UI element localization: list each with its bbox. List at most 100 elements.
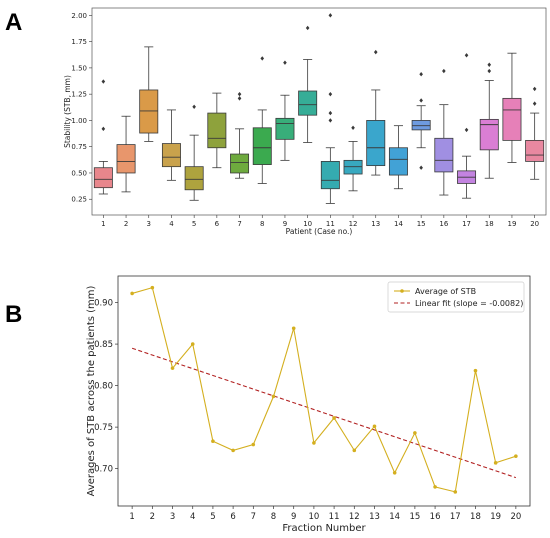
average-stb-point [453, 490, 458, 494]
x-tick-label: 15 [417, 220, 426, 228]
average-stb-point [231, 448, 235, 453]
x-tick-label: 14 [389, 512, 400, 522]
outlier-point [192, 104, 196, 109]
outlier-point [442, 68, 446, 74]
average-stb-line [131, 286, 517, 493]
average-stb-point [473, 368, 478, 373]
box-patient-7 [230, 153, 250, 174]
x-tick-label: 3 [147, 220, 151, 228]
x-tick-label: 2 [150, 512, 155, 522]
outlier-point [283, 60, 287, 65]
x-tick-label: 1 [101, 220, 105, 228]
box-patient-11 [320, 161, 340, 190]
x-tick-label: 14 [394, 220, 403, 228]
x-tick-label: 3 [170, 512, 175, 522]
box-patient-15 [411, 120, 431, 131]
y-tick-label: 1.75 [71, 38, 87, 46]
box-patient-1 [93, 167, 113, 189]
x-tick-label: 6 [230, 512, 235, 522]
box-patient-3 [139, 89, 159, 134]
x-tick-label: 7 [251, 512, 256, 522]
box-patient-18 [479, 118, 499, 151]
outlier-point [464, 53, 469, 58]
box-patient-2 [116, 144, 136, 174]
linear-fit-line [131, 347, 517, 479]
average-stb-point [413, 431, 417, 435]
box-patient-19 [502, 97, 522, 141]
outlier-point [328, 13, 333, 18]
line-chart-panel: 0.700.750.800.850.901 2 3 4 5 6 7 8 9 10 11 12 13 14 1… [86, 275, 531, 534]
y-tick-label: 1.50 [71, 64, 87, 72]
box-patient-13 [366, 120, 386, 167]
average-stb-point [352, 448, 357, 453]
legend-marker-average [400, 289, 404, 293]
y-tick-label: 1.00 [71, 117, 87, 125]
y-tick-label: 0.90 [94, 299, 113, 309]
outlier-point [419, 165, 423, 170]
box-patient-10 [298, 90, 318, 116]
average-stb-point [251, 442, 256, 447]
y-tick-label: 2.00 [71, 12, 87, 20]
x-tick-label: 20 [510, 512, 521, 522]
average-stb-point [493, 461, 498, 465]
outlier-point [328, 110, 333, 116]
x-tick-label: 15 [409, 512, 420, 522]
y-tick-label: 0.50 [71, 169, 87, 177]
x-tick-label: 1 [129, 512, 134, 522]
x-tick-label: 20 [530, 220, 539, 228]
plot-area-frame [91, 7, 547, 216]
y-tick-label: 0.70 [94, 465, 113, 475]
outlier-point [532, 86, 537, 92]
x-tick-label: 11 [329, 512, 340, 522]
x-tick-label: 16 [439, 220, 448, 228]
x-tick-label: 17 [462, 220, 471, 228]
panel-a-letter: A [5, 9, 22, 36]
average-stb-point [332, 416, 336, 420]
y-tick-label: 1.25 [71, 91, 87, 99]
legend-label-fit: Linear fit (slope = -0.0082) [415, 299, 523, 308]
box-patient-16 [434, 137, 454, 173]
average-stb-point [433, 485, 437, 489]
x-tick-label: 18 [470, 512, 481, 522]
y-tick-label: 0.80 [94, 382, 113, 392]
box-patient-6 [207, 112, 227, 149]
y-tick-label: 0.25 [71, 196, 87, 204]
average-stb-point [392, 470, 397, 475]
x-tick-label: 13 [369, 512, 380, 522]
outlier-point [373, 49, 378, 55]
outlier-point [487, 68, 492, 74]
average-stb-point [150, 285, 155, 290]
x-axis-label: Patient (Case no.) [286, 227, 353, 236]
x-tick-label: 12 [349, 512, 360, 522]
x-tick-label: 12 [349, 220, 358, 228]
y-axis-label: Averages of STB across the patients (mm) [86, 285, 97, 496]
box-patient-12 [343, 159, 363, 175]
x-tick-label: 10 [308, 512, 319, 522]
outlier-point [101, 79, 106, 84]
average-stb-point [514, 454, 518, 458]
x-tick-label: 8 [260, 220, 264, 228]
box-patient-5 [184, 166, 204, 191]
x-tick-label: 19 [490, 512, 501, 522]
x-tick-label: 13 [371, 220, 380, 228]
average-stb-point [130, 291, 134, 296]
box-patient-9 [275, 117, 295, 140]
box-patient-14 [388, 147, 408, 176]
boxplot-panel: 0.250.500.751.001.251.501.752.001 2 3 4 5 6 7 8… [63, 7, 547, 236]
x-tick-label: 9 [283, 220, 287, 228]
outlier-point [532, 101, 537, 106]
average-stb-point [190, 342, 195, 346]
plot-area-frame [117, 275, 531, 507]
average-stb-point [170, 366, 175, 370]
average-stb-point [211, 439, 215, 444]
legend-label-average: Average of STB [415, 287, 476, 296]
x-tick-label: 18 [485, 220, 494, 228]
outlier-point [237, 96, 242, 101]
average-stb-point [291, 326, 296, 331]
legend-box [387, 281, 525, 313]
outlier-point [487, 62, 492, 67]
y-tick-label: 0.75 [71, 143, 87, 151]
x-tick-label: 11 [326, 220, 335, 228]
outlier-point [351, 125, 355, 130]
outlier-point [328, 91, 333, 97]
